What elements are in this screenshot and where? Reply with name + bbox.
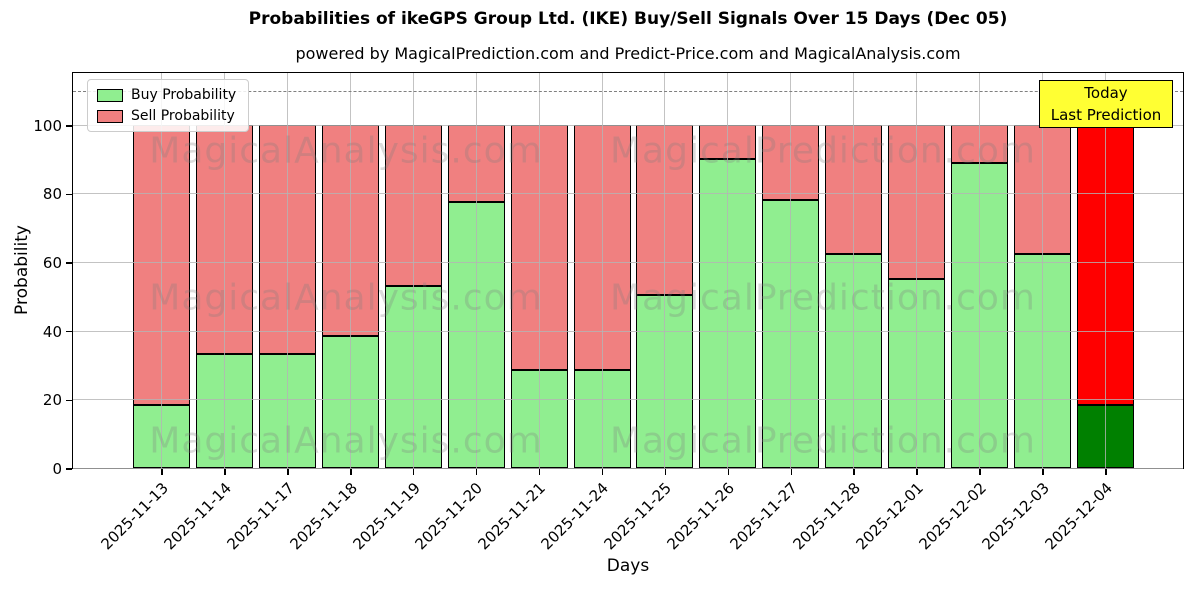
- y-tick-mark: [66, 125, 72, 127]
- x-tick-mark: [664, 469, 667, 475]
- gridline-x: [664, 73, 666, 468]
- gridline-y: [73, 193, 1183, 195]
- x-tick-label-text: 2025-11-27: [726, 479, 802, 554]
- gridline-x: [790, 73, 792, 468]
- y-tick-mark: [66, 193, 72, 196]
- legend-buy-label: Buy Probability: [131, 87, 237, 103]
- watermark-text: MagicalAnalysis.com: [149, 277, 543, 319]
- gridline-x: [916, 73, 918, 468]
- x-tick-label-text: 2025-11-26: [663, 479, 739, 554]
- y-tick-label: 60: [42, 254, 62, 273]
- y-tick-label: 0: [52, 460, 62, 478]
- x-tick-mark: [475, 469, 478, 475]
- gridline-x: [349, 73, 351, 468]
- buy-swatch-icon: [97, 88, 123, 102]
- y-tick-label: 100: [33, 116, 62, 135]
- legend: Buy Probability Sell Probability: [87, 79, 250, 132]
- today-annotation-line2: Last Prediction: [1050, 106, 1162, 124]
- today-annotation-line1: Today: [1084, 83, 1128, 102]
- y-tick-label: 20: [42, 391, 62, 410]
- gridline-x: [1042, 73, 1044, 468]
- x-tick-label-text: 2025-11-13: [97, 479, 172, 554]
- x-tick-mark: [790, 469, 793, 475]
- x-tick-mark: [161, 469, 163, 475]
- watermark-text: MagicalPrediction.com: [610, 130, 1036, 172]
- x-tick-mark: [601, 469, 604, 475]
- x-tick-mark: [1042, 469, 1044, 475]
- x-tick-label-text: 2025-12-01: [852, 479, 927, 554]
- gridline-x: [538, 73, 540, 468]
- plot-area: Buy Probability Sell Probability Today L…: [72, 72, 1184, 469]
- watermark-text: MagicalPrediction.com: [610, 420, 1036, 462]
- x-tick-label-text: 2025-11-28: [789, 479, 864, 554]
- y-tick-mark: [66, 399, 72, 402]
- gridline-x: [853, 73, 855, 468]
- gridline-x: [286, 73, 288, 468]
- y-tick-mark: [66, 262, 72, 264]
- x-tick-label-text: 2025-11-17: [223, 479, 298, 554]
- y-tick-label: 40: [42, 322, 62, 341]
- x-tick-mark: [727, 469, 730, 475]
- x-tick-mark: [916, 469, 918, 475]
- x-tick-label-text: 2025-12-02: [915, 479, 990, 554]
- y-tick-mark: [66, 468, 72, 470]
- gridline-y: [73, 262, 1183, 264]
- gridline-y: [73, 124, 1183, 126]
- gridline-y: [73, 330, 1183, 332]
- y-tick-mark: [66, 330, 72, 333]
- watermark-text: MagicalAnalysis.com: [149, 130, 543, 172]
- x-tick-mark: [350, 469, 352, 475]
- x-tick-label-text: 2025-11-24: [537, 479, 613, 554]
- gridline-x: [979, 73, 981, 468]
- chart-title: Probabilities of ikeGPS Group Ltd. (IKE)…: [248, 9, 1008, 29]
- x-tick-mark: [412, 469, 415, 475]
- y-tick-label: 80: [42, 185, 62, 204]
- today-annotation: Today Last Prediction: [1039, 80, 1173, 128]
- x-tick-mark: [853, 469, 855, 475]
- chart-subtitle: powered by MagicalPrediction.com and Pre…: [295, 44, 961, 63]
- x-tick-label-text: 2025-11-25: [600, 479, 676, 554]
- x-tick-label-text: 2025-11-14: [160, 479, 235, 554]
- gridline-x: [412, 73, 414, 468]
- threshold-dashed-line: [73, 91, 1183, 93]
- x-tick-mark: [287, 469, 289, 475]
- gridline-x: [601, 73, 603, 468]
- legend-sell-label: Sell Probability: [131, 108, 235, 124]
- x-tick-mark: [224, 469, 226, 475]
- x-tick-mark: [979, 469, 981, 475]
- gridline-y: [73, 468, 1183, 469]
- gridline-x: [1104, 73, 1106, 468]
- gridline-x: [161, 73, 162, 468]
- gridline-x: [727, 73, 729, 468]
- gridline-x: [223, 73, 225, 468]
- legend-item-sell: Sell Probability: [97, 108, 236, 124]
- watermark-text: MagicalPrediction.com: [610, 277, 1036, 319]
- legend-item-buy: Buy Probability: [97, 87, 236, 103]
- x-tick-mark: [538, 469, 541, 475]
- gridline-y: [73, 399, 1183, 401]
- sell-swatch-icon: [97, 109, 123, 123]
- x-tick-label-text: 2025-12-03: [978, 479, 1053, 554]
- watermark-text: MagicalAnalysis.com: [149, 420, 543, 462]
- x-tick-label-text: 2025-12-04: [1041, 479, 1116, 554]
- gridline-x: [475, 73, 477, 468]
- x-axis-label: Days: [606, 556, 650, 576]
- x-tick-mark: [1105, 469, 1107, 475]
